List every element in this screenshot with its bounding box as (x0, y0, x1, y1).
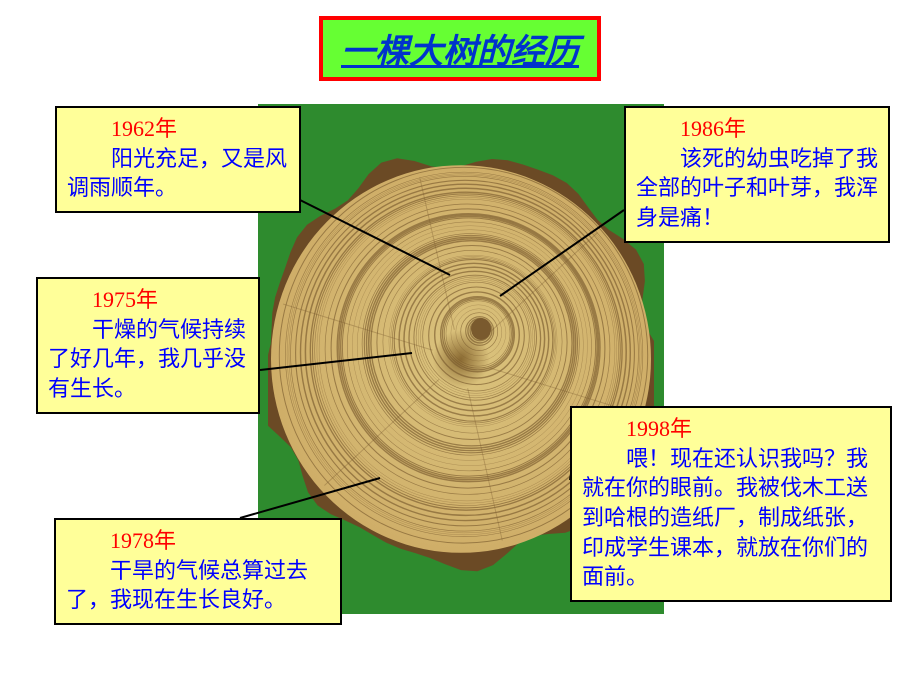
callout-year: 1986年 (636, 114, 878, 144)
callout-body: 干燥的气候持续了好几年，我几乎没有生长。 (48, 315, 248, 404)
callout-year: 1962年 (67, 114, 289, 144)
callout-1978: 1978年 干旱的气候总算过去了，我现在生长良好。 (54, 518, 342, 625)
callout-year: 1978年 (66, 526, 330, 556)
callout-year: 1998年 (582, 414, 880, 444)
callout-year: 1975年 (48, 285, 248, 315)
callout-1975: 1975年 干燥的气候持续了好几年，我几乎没有生长。 (36, 277, 260, 414)
callout-1962: 1962年 阳光充足，又是风调雨顺年。 (55, 106, 301, 213)
callout-body: 阳光充足，又是风调雨顺年。 (67, 144, 289, 203)
callout-1986: 1986年 该死的幼虫吃掉了我全部的叶子和叶芽，我浑身是痛！ (624, 106, 890, 243)
slide-title: 一棵大树的经历 (319, 16, 601, 81)
callout-body: 喂！现在还认识我吗？我就在你的眼前。我被伐木工送到哈根的造纸厂，制成纸张，印成学… (582, 444, 880, 592)
callout-1998: 1998年 喂！现在还认识我吗？我就在你的眼前。我被伐木工送到哈根的造纸厂，制成… (570, 406, 892, 602)
callout-body: 该死的幼虫吃掉了我全部的叶子和叶芽，我浑身是痛！ (636, 144, 878, 233)
callout-body: 干旱的气候总算过去了，我现在生长良好。 (66, 556, 330, 615)
